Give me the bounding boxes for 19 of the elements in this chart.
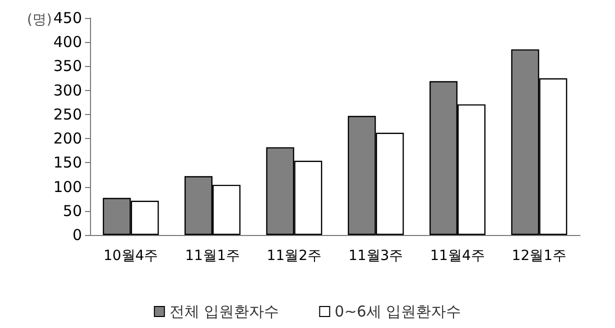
y-tick-label: 300 [53, 81, 82, 100]
y-tick-label: 150 [53, 154, 82, 172]
x-tick-label: 11월2주 [266, 248, 322, 264]
y-tick-label: 250 [53, 105, 82, 124]
legend-label: 전체 입원환자수 [169, 302, 280, 320]
y-tick-label: 0 [72, 226, 82, 244]
x-tick-label: 12월1주 [512, 248, 567, 264]
y-axis-title: (명) [27, 12, 52, 28]
y-tick-label: 50 [62, 202, 82, 220]
x-tick-label: 11월1주 [185, 248, 240, 264]
legend-label: 0~6세 입원환자수 [334, 302, 462, 320]
y-tick-label: 350 [53, 57, 82, 76]
x-tick-label: 11월4주 [430, 248, 485, 264]
x-tick-label: 10월4주 [103, 248, 158, 264]
y-tick-label: 400 [53, 33, 82, 52]
y-tick-label: 450 [53, 9, 82, 27]
y-tick-label: 100 [53, 178, 82, 196]
x-tick-label: 11월3주 [348, 248, 404, 264]
y-tick-label: 200 [53, 130, 82, 148]
